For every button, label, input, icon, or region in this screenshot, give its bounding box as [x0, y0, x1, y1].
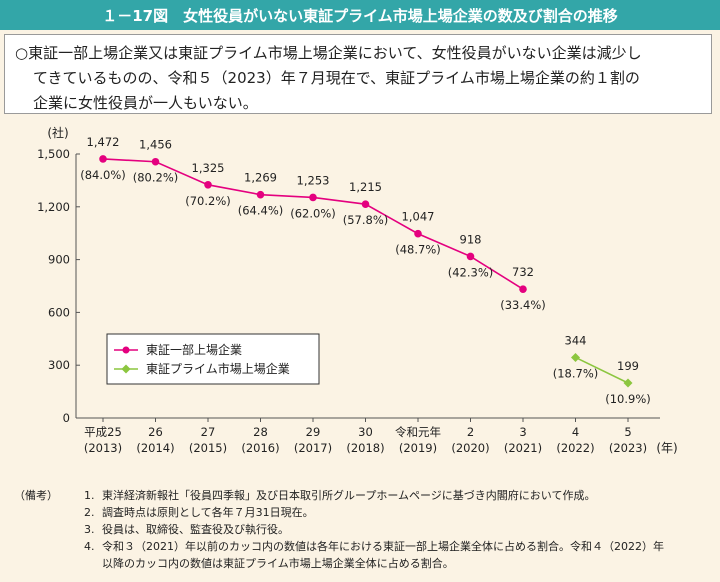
series-line	[575, 356, 629, 384]
x-axis-group: 平成25 (2013) 26 (2014) 27 (2015) 28 (2016) 29 (201…	[76, 417, 678, 455]
note-number: 4.	[84, 540, 95, 553]
percent-label: (33.4%)	[500, 298, 546, 312]
x-tick-era-label: 30	[358, 425, 373, 439]
x-tick-year-label: (2019)	[399, 441, 437, 455]
line-chart: (社) 0 300 600 900 1,200 1,500 平成25 (2013) 26 (20…	[37, 125, 678, 455]
summary-box: ○東証一部上場企業又は東証プライム市場上場企業において、女性役員がいない企業は減…	[4, 34, 712, 114]
x-tick-era-label: 2	[467, 425, 474, 439]
data-point	[309, 193, 317, 202]
x-tick-year-label: (2021)	[504, 441, 542, 455]
value-label: 918	[460, 232, 482, 246]
x-tick-era-label: 29	[306, 425, 321, 439]
legend-box	[106, 333, 320, 385]
note-row-3: 3. 役員は、取締役、監査役及び執行役。	[14, 521, 714, 538]
x-tick-year-label: (2020)	[451, 441, 489, 455]
x-tick-era-label: 平成25	[84, 425, 122, 439]
data-point	[204, 181, 212, 189]
legend-label-1: 東証一部上場企業	[146, 342, 242, 357]
figure-title: １－17図 女性役員がいない東証プライム市場上場企業の数及び割合の推移	[0, 0, 720, 30]
note-row-4: 4. 令和３（2021）年以前のカッコ内の数値は各年における東証一部上場企業全体…	[14, 538, 714, 555]
data-point	[361, 200, 370, 208]
x-tick-year-label: (2017)	[294, 441, 332, 455]
note-text: 調査時点は原則として各年７月31日現在。	[102, 506, 314, 519]
data-point	[414, 229, 422, 238]
data-point	[256, 190, 265, 199]
note-number: 2.	[84, 506, 95, 519]
data-point	[151, 157, 160, 166]
x-tick-era-label: 26	[148, 425, 163, 439]
legend-marker-2	[121, 364, 131, 374]
note-number: 3.	[84, 523, 95, 536]
value-label: 732	[512, 265, 534, 279]
percent-label: (18.7%)	[553, 366, 599, 380]
value-label: 1,269	[244, 171, 277, 185]
percent-label: (70.2%)	[185, 194, 231, 208]
series-2: 344 (18.7%) 199 (10.9%)	[553, 333, 651, 406]
notes-lead: （備考）	[14, 489, 58, 502]
x-tick-era-label: 27	[201, 425, 216, 439]
legend: 東証一部上場企業 東証プライム市場上場企業	[106, 333, 320, 385]
x-tick-era-label: 28	[253, 425, 268, 439]
x-tick-era-label: 3	[519, 425, 526, 439]
note-text: 以降のカッコ内の数値は東証プライム市場上場企業全体に占める割合。	[102, 557, 454, 570]
value-label: 1,215	[349, 180, 382, 194]
x-tick-year-label: (2022)	[556, 441, 594, 455]
summary-line-2: てきているものの、令和５（2023）年７月現在で、東証プライム市場上場企業の約１…	[33, 69, 640, 87]
note-text: 役員は、取締役、監査役及び執行役。	[102, 523, 289, 536]
percent-label: (10.9%)	[605, 392, 651, 406]
notes: （備考） 1. 東洋経済新報社「役員四季報」及び日本取引所グループホームページに…	[14, 487, 714, 572]
x-tick-year-label: (2015)	[189, 441, 227, 455]
percent-label: (64.4%)	[238, 204, 284, 218]
data-point	[466, 252, 475, 261]
x-tick-era-label: 令和元年	[395, 425, 441, 439]
y-tick-label: 1,200	[37, 200, 70, 214]
note-row-4-continued: 以降のカッコ内の数値は東証プライム市場上場企業全体に占める割合。	[14, 555, 714, 572]
value-label: 1,047	[402, 210, 435, 224]
y-tick-label: 900	[48, 253, 70, 267]
data-point	[623, 378, 633, 388]
y-tick-label: 600	[48, 305, 70, 319]
note-text: 東洋経済新報社「役員四季報」及び日本取引所グループホームページに基づき内閣府にお…	[102, 489, 596, 502]
summary-line-1: ○東証一部上場企業又は東証プライム市場上場企業において、女性役員がいない企業は減…	[15, 44, 642, 62]
x-tick-year-label: (2016)	[241, 441, 279, 455]
x-tick-year-label: (2018)	[346, 441, 384, 455]
note-row-1: （備考） 1. 東洋経済新報社「役員四季報」及び日本取引所グループホームページに…	[14, 487, 714, 504]
percent-label: (62.0%)	[290, 206, 336, 220]
note-number: 1.	[84, 489, 95, 502]
value-label: 1,253	[297, 173, 330, 187]
data-point	[519, 285, 527, 293]
percent-label: (42.3%)	[448, 265, 494, 279]
x-tick-year-label: (2014)	[136, 441, 174, 455]
legend-marker-1	[122, 346, 130, 354]
y-axis-group: (社) 0 300 600 900 1,200 1,500	[37, 125, 80, 425]
value-label: 1,456	[139, 138, 172, 152]
value-label: 1,472	[87, 135, 120, 149]
data-point	[571, 352, 580, 362]
x-tick-year-label: (2023)	[609, 441, 647, 455]
y-tick-label: 1,500	[37, 147, 70, 161]
y-tick-label: 0	[63, 411, 70, 425]
x-tick-year-label: (2013)	[84, 441, 122, 455]
note-text: 令和３（2021）年以前のカッコ内の数値は各年における東証一部上場企業全体に占め…	[102, 540, 664, 553]
value-label: 199	[617, 359, 639, 373]
y-tick-label: 300	[48, 358, 70, 372]
x-tick-era-label: 5	[624, 425, 631, 439]
note-row-2: 2. 調査時点は原則として各年７月31日現在。	[14, 504, 714, 521]
percent-label: (84.0%)	[80, 168, 126, 182]
y-axis-unit: (社)	[47, 125, 68, 140]
series-1: 1,472 (84.0%) 1,456 (80.2%) 1,325 (70.2%) 1,26…	[80, 135, 546, 312]
percent-label: (57.8%)	[343, 213, 389, 227]
value-label: 1,325	[192, 161, 225, 175]
value-label: 344	[565, 333, 587, 347]
data-point	[99, 155, 107, 163]
x-tick-era-label: 4	[572, 425, 579, 439]
percent-label: (48.7%)	[395, 243, 441, 257]
summary-line-3: 企業に女性役員が一人もいない。	[33, 94, 258, 112]
x-axis-unit: (年)	[656, 441, 677, 455]
percent-label: (80.2%)	[133, 171, 179, 185]
legend-label-2: 東証プライム市場上場企業	[146, 361, 290, 376]
